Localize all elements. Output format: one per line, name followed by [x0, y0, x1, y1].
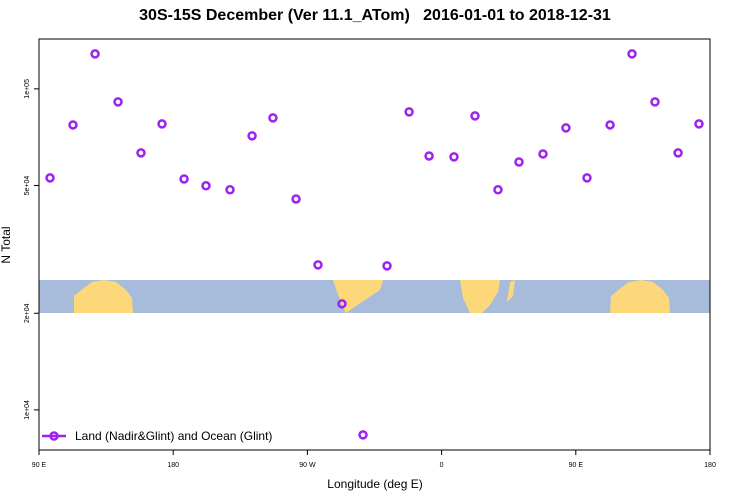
point	[470, 111, 480, 121]
plot-frame	[38, 38, 711, 451]
x-tick-label: 180	[704, 462, 716, 469]
point	[382, 261, 392, 271]
y-tick-label: 1e+05	[24, 79, 31, 99]
point	[268, 113, 278, 123]
point	[291, 194, 301, 204]
x-tick-label: 180	[167, 462, 179, 469]
point	[605, 120, 615, 130]
y-tick-label: 1e+04	[24, 400, 31, 420]
land	[610, 280, 670, 313]
x-tick-label: 90 E	[32, 462, 47, 469]
point	[358, 430, 368, 440]
point	[404, 107, 414, 117]
point	[650, 97, 660, 107]
land	[74, 280, 133, 313]
point	[493, 185, 503, 195]
map-band	[39, 280, 710, 313]
y-tick-label: 5e+04	[24, 176, 31, 196]
x-tick-label: 90 W	[299, 462, 316, 469]
point	[113, 97, 123, 107]
point	[627, 49, 637, 59]
x-tick-label: 90 E	[569, 462, 584, 469]
point	[90, 49, 100, 59]
point	[449, 152, 459, 162]
land	[507, 280, 515, 302]
point	[514, 157, 524, 167]
chart-title: 30S-15S December (Ver 11.1_ATom) 2016-01…	[139, 7, 611, 24]
legend: Land (Nadir&Glint) and Ocean (Glint)	[42, 429, 272, 443]
point	[694, 119, 704, 129]
y-axis-label: N Total	[0, 226, 13, 263]
point	[424, 151, 434, 161]
point	[201, 181, 211, 191]
point	[136, 148, 146, 158]
point	[313, 260, 323, 270]
point	[337, 299, 347, 309]
land	[460, 280, 500, 313]
point	[225, 185, 235, 195]
point	[538, 149, 548, 159]
y-tick-label: 2e+04	[24, 303, 31, 323]
point	[45, 173, 55, 183]
point	[157, 119, 167, 129]
point	[179, 174, 189, 184]
point	[68, 120, 78, 130]
point	[247, 131, 257, 141]
x-tick-label: 0	[440, 462, 444, 469]
point	[561, 123, 571, 133]
x-axis-label: Longitude (deg E)	[327, 477, 422, 491]
point	[673, 148, 683, 158]
point	[582, 173, 592, 183]
legend-marker	[49, 431, 59, 441]
legend-label: Land (Nadir&Glint) and Ocean (Glint)	[75, 429, 272, 443]
